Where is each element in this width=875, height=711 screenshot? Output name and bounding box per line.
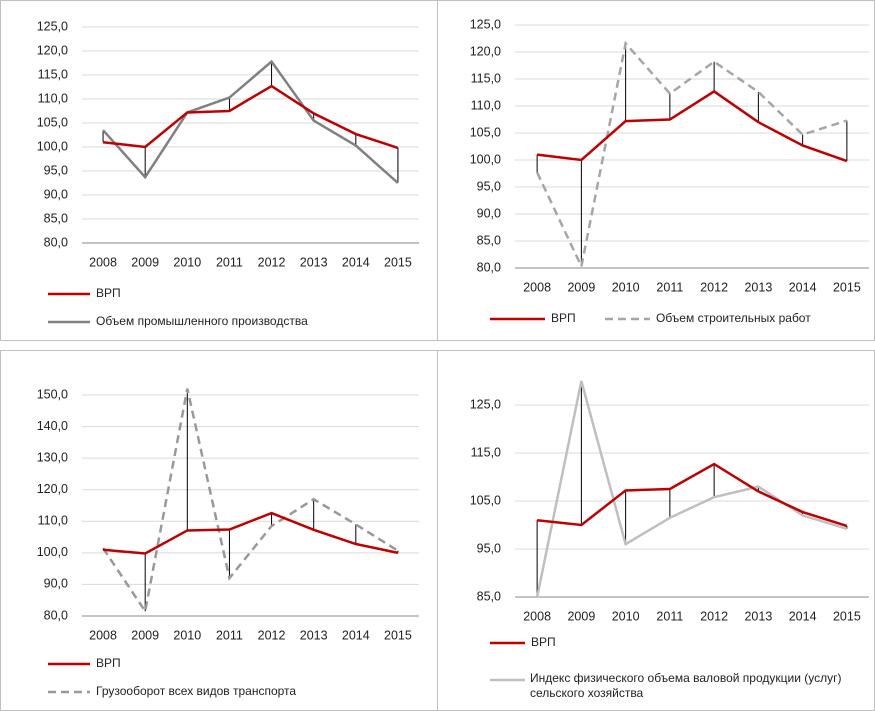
y-tick-label: 95,0 (44, 163, 68, 177)
x-tick-label: 2013 (300, 255, 328, 269)
x-tick-label: 2014 (342, 255, 370, 269)
x-tick-label: 2012 (258, 628, 286, 642)
x-tick-label: 2015 (833, 609, 861, 623)
y-tick-label: 150,0 (37, 387, 68, 401)
y-tick-label: 100,0 (37, 139, 68, 153)
series-line (102, 59, 399, 184)
x-tick-label: 2012 (258, 255, 286, 269)
legend-label: Индекс физического объема валовой продук… (530, 671, 842, 700)
series-line (102, 388, 399, 615)
y-tick-label: 80,0 (44, 608, 68, 622)
x-tick-label: 2014 (789, 280, 817, 294)
x-tick-label: 2009 (131, 628, 159, 642)
y-tick-label: 125,0 (37, 19, 68, 33)
x-tick-label: 2009 (567, 280, 595, 294)
x-tick-label: 2009 (567, 609, 595, 623)
y-tick-label: 140,0 (37, 419, 68, 433)
y-tick-label: 110,0 (471, 98, 501, 112)
y-tick-label: 100,0 (37, 545, 68, 559)
legend-label: ВРП (96, 286, 121, 300)
legend-label: Грузооборот всех видов транспорта (96, 684, 296, 698)
y-tick-label: 120,0 (37, 43, 68, 57)
y-tick-label: 85,0 (477, 233, 501, 247)
y-tick-label: 95,0 (477, 541, 501, 555)
x-tick-label: 2008 (89, 255, 117, 269)
x-tick-label: 2015 (833, 280, 861, 294)
x-tick-label: 2013 (744, 280, 772, 294)
y-tick-label: 130,0 (37, 450, 68, 464)
series-line (536, 462, 848, 528)
x-tick-label: 2010 (612, 280, 640, 294)
series-line (535, 40, 848, 271)
y-tick-label: 85,0 (477, 589, 501, 603)
y-tick-label: 105,0 (470, 125, 501, 139)
y-tick-label: 105,0 (470, 493, 501, 507)
x-tick-label: 2011 (656, 609, 683, 623)
legend-label: ВРП (531, 635, 556, 649)
series-line (102, 511, 399, 555)
x-tick-label: 2014 (342, 628, 370, 642)
y-tick-label: 80,0 (44, 235, 68, 249)
x-tick-label: 2012 (700, 609, 728, 623)
y-tick-label: 80,0 (477, 260, 501, 274)
x-tick-label: 2011 (656, 280, 683, 294)
x-tick-label: 2014 (789, 609, 817, 623)
y-tick-label: 105,0 (37, 115, 68, 129)
y-tick-label: 115,0 (471, 71, 501, 85)
legend-label-box: Индекс физического объема валовой продук… (530, 671, 842, 700)
series-line (102, 84, 399, 150)
y-tick-label: 110,0 (38, 91, 68, 105)
y-tick-label: 90,0 (44, 187, 68, 201)
y-tick-label: 125,0 (470, 17, 501, 31)
y-tick-label: 90,0 (477, 206, 501, 220)
series-line (535, 380, 848, 598)
x-tick-label: 2011 (216, 628, 243, 642)
x-tick-label: 2008 (523, 609, 551, 623)
y-tick-label: 120,0 (470, 44, 501, 58)
x-tick-label: 2008 (89, 628, 117, 642)
y-tick-label: 85,0 (44, 211, 68, 225)
x-tick-label: 2015 (384, 255, 412, 269)
y-tick-label: 90,0 (44, 577, 68, 591)
legend-label: ВРП (96, 656, 121, 670)
x-tick-label: 2011 (216, 255, 243, 269)
x-tick-label: 2013 (300, 628, 328, 642)
y-tick-label: 115,0 (471, 445, 501, 459)
y-tick-label: 115,0 (38, 67, 68, 81)
x-tick-label: 2013 (744, 609, 772, 623)
y-tick-label: 110,0 (38, 514, 68, 528)
x-tick-label: 2015 (384, 628, 412, 642)
legend-label: Объем строительных работ (656, 311, 811, 325)
x-tick-label: 2008 (523, 280, 551, 294)
legend-label: ВРП (551, 311, 576, 325)
x-tick-label: 2009 (131, 255, 159, 269)
x-tick-label: 2010 (173, 628, 201, 642)
y-tick-label: 120,0 (37, 482, 68, 496)
x-tick-label: 2012 (700, 280, 728, 294)
legend-label: Объем промышленного производства (96, 314, 308, 328)
y-tick-label: 95,0 (477, 179, 501, 193)
x-tick-label: 2010 (173, 255, 201, 269)
y-tick-label: 100,0 (470, 152, 501, 166)
x-tick-label: 2010 (612, 609, 640, 623)
series-line (536, 89, 848, 163)
y-tick-label: 125,0 (470, 397, 501, 411)
